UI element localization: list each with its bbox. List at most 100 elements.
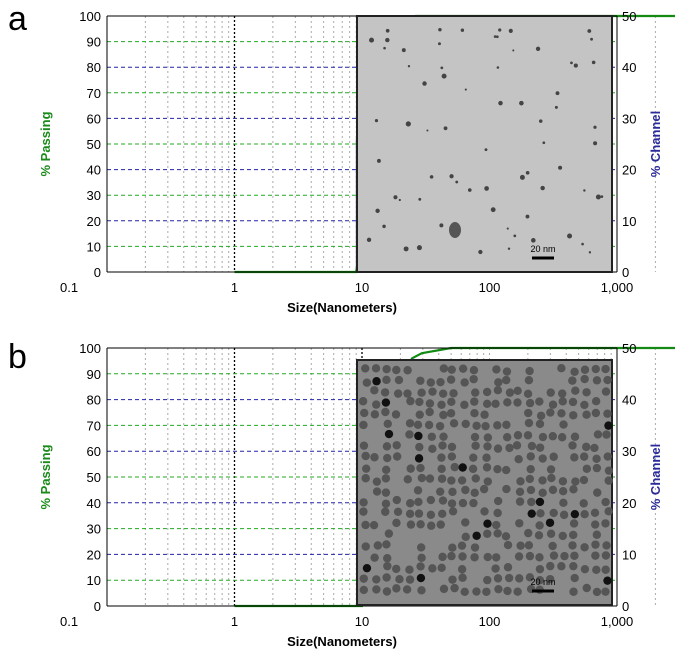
- nanoparticle: [440, 364, 448, 372]
- nanoparticle: [570, 519, 578, 527]
- nanoparticle: [601, 195, 604, 198]
- nanoparticle: [524, 431, 532, 439]
- nanoparticle: [425, 421, 433, 429]
- nanoparticle: [436, 378, 444, 386]
- nanoparticle: [469, 465, 477, 473]
- nanoparticle: [361, 521, 369, 529]
- nanoparticle: [375, 119, 378, 122]
- nanoparticle: [458, 476, 466, 484]
- nanoparticle: [519, 101, 524, 106]
- nanoparticle: [485, 148, 488, 151]
- x-tick: 10: [355, 614, 369, 629]
- nanoparticle: [359, 507, 367, 515]
- nanoparticle: [422, 81, 426, 85]
- nanoparticle: [512, 49, 514, 51]
- nanoparticle: [513, 234, 516, 237]
- nanoparticle: [568, 541, 576, 549]
- nanoparticle: [515, 552, 523, 560]
- nanoparticle: [438, 28, 441, 31]
- nanoparticle: [438, 475, 446, 483]
- nanoparticle: [406, 419, 414, 427]
- nanoparticle: [469, 375, 477, 383]
- nanoparticle: [417, 574, 425, 582]
- nanoparticle: [547, 474, 555, 482]
- nanoparticle: [491, 564, 499, 572]
- nanoparticle: [406, 397, 414, 405]
- nanoparticle: [514, 431, 522, 439]
- nanoparticle: [392, 366, 400, 374]
- y-tick-left: 100: [79, 9, 101, 24]
- nanoparticle: [604, 507, 612, 515]
- nanoparticle: [382, 398, 390, 406]
- nanoparticle: [503, 587, 511, 595]
- nanoparticle: [448, 499, 456, 507]
- nanoparticle: [592, 409, 600, 417]
- nanoparticle: [470, 397, 478, 405]
- nanoparticle: [492, 365, 500, 373]
- nanoparticle: [506, 388, 514, 396]
- nanoparticle: [559, 420, 567, 428]
- nanoparticle: [417, 543, 425, 551]
- nanoparticle: [484, 186, 489, 191]
- nanoparticle: [536, 443, 544, 451]
- nanoparticle: [458, 541, 466, 549]
- nanoparticle: [471, 543, 479, 551]
- nanoparticle: [571, 510, 579, 518]
- y-tick-left: 0: [94, 599, 101, 614]
- nanoparticle: [493, 421, 501, 429]
- y-axis-label-right: % Channel: [648, 444, 663, 510]
- nanoparticle: [569, 485, 577, 493]
- nanoparticle: [550, 453, 558, 461]
- nanoparticle: [513, 398, 521, 406]
- nanoparticle: [462, 533, 470, 541]
- nanoparticle: [491, 400, 499, 408]
- nanoparticle: [593, 126, 596, 129]
- nanoparticle: [482, 588, 490, 596]
- nanoparticle: [582, 388, 590, 396]
- nanoparticle: [509, 29, 513, 33]
- nanoparticle: [603, 376, 611, 384]
- nanoparticle: [372, 575, 380, 583]
- nanoparticle: [591, 540, 599, 548]
- nanoparticle: [603, 576, 611, 584]
- nanoparticle: [498, 28, 501, 31]
- nanoparticle: [494, 378, 502, 386]
- nanoparticle: [547, 465, 555, 473]
- nanoparticle: [425, 408, 433, 416]
- nanoparticle: [438, 441, 446, 449]
- nanoparticle: [450, 584, 458, 592]
- nanoparticle: [371, 410, 379, 418]
- nanoparticle: [589, 251, 591, 253]
- nanoparticle: [603, 410, 611, 418]
- nanoparticle: [448, 443, 456, 451]
- nanoparticle: [535, 521, 543, 529]
- nanoparticle: [458, 574, 466, 582]
- nanoparticle: [536, 498, 544, 506]
- nanoparticle: [520, 175, 525, 180]
- nanoparticle: [590, 38, 593, 41]
- x-axis-label: Size(Nanometers): [287, 300, 397, 315]
- nanoparticle: [547, 388, 555, 396]
- nanoparticle: [492, 553, 500, 561]
- y-tick-left: 70: [87, 86, 101, 101]
- nanoparticle: [385, 430, 393, 438]
- x-tick: 0.1: [60, 614, 78, 629]
- nanoparticle: [516, 488, 524, 496]
- nanoparticle: [559, 487, 567, 495]
- nanoparticle: [471, 433, 479, 441]
- tem-inset-image: 20 nm: [357, 360, 613, 605]
- nanoparticle: [503, 398, 511, 406]
- nanoparticle: [360, 409, 368, 417]
- nanoparticle: [604, 452, 612, 460]
- y-tick-left: 10: [87, 573, 101, 588]
- nanoparticle: [538, 489, 546, 497]
- nanoparticle: [602, 541, 610, 549]
- nanoparticle: [370, 453, 378, 461]
- x-tick: 10: [355, 280, 369, 295]
- nanoparticle: [393, 195, 397, 199]
- nanoparticle: [393, 441, 401, 449]
- nanoparticle: [537, 412, 545, 420]
- nanoparticle: [382, 466, 390, 474]
- nanoparticle: [524, 409, 532, 417]
- y-tick-right: 50: [622, 9, 636, 24]
